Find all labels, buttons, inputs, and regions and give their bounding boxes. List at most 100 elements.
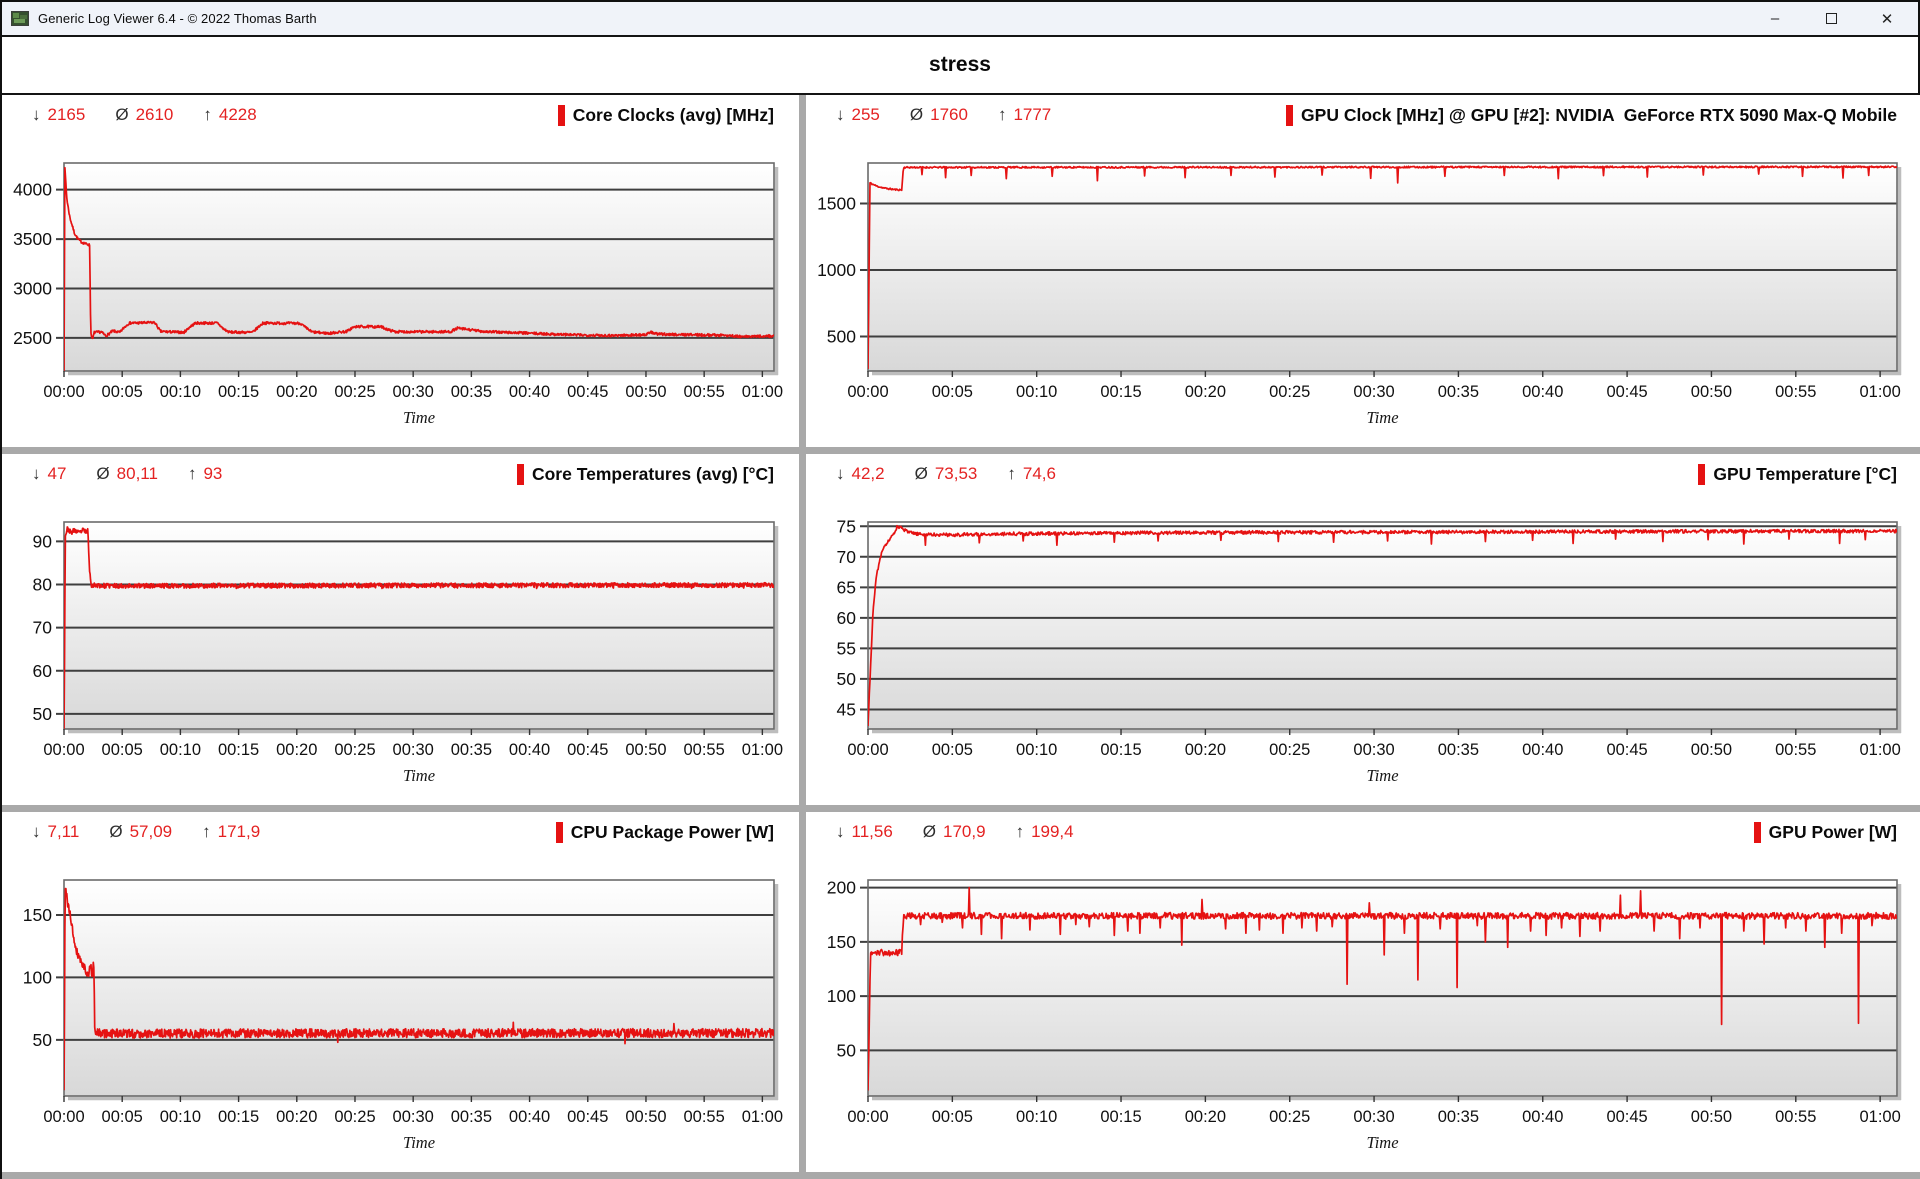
svg-text:00:15: 00:15 [1100,383,1141,401]
svg-text:50: 50 [33,704,53,724]
svg-text:00:55: 00:55 [684,383,725,401]
maximize-icon [1825,13,1837,24]
down-arrow-icon: ↓ [32,822,41,841]
svg-text:01:00: 01:00 [1859,1108,1900,1126]
svg-text:1500: 1500 [817,194,856,214]
svg-text:60: 60 [33,661,53,681]
svg-text:200: 200 [827,878,856,898]
chart-canvas[interactable]: 50 100 150 200 00:00 00:05 00:10 00:15 00:20 00:2… [806,852,1920,1172]
app-icon [11,11,29,26]
svg-text:00:30: 00:30 [393,383,434,401]
svg-text:00:30: 00:30 [1353,741,1394,759]
svg-text:50: 50 [837,669,857,689]
svg-text:00:20: 00:20 [276,1108,317,1126]
max-stat: ↑ 199,4 [1015,822,1074,841]
svg-text:00:35: 00:35 [1438,383,1479,401]
chart-panel-cpu-package-power: ↓ 7,11 Ø 57,09 ↑ 171,9 CPU Package Power [W… [2,812,799,1172]
svg-text:00:15: 00:15 [1100,1108,1141,1126]
svg-text:00:25: 00:25 [1269,1108,1310,1126]
svg-text:4000: 4000 [13,180,52,200]
svg-text:00:50: 00:50 [1691,1108,1732,1126]
svg-text:00:50: 00:50 [1691,383,1732,401]
svg-text:00:45: 00:45 [1606,1108,1647,1126]
average-icon: Ø [922,822,937,841]
legend: Core Temperatures (avg) [°C] [516,454,774,494]
legend-marker-icon [1698,463,1706,485]
vertical-divider [799,812,806,1172]
svg-text:Time: Time [403,766,435,785]
svg-text:45: 45 [837,699,856,719]
chart-panel-core-clocks: ↓ 2165 Ø 2610 ↑ 4228 Core Clocks (avg) [MHz… [2,95,799,447]
svg-text:01:00: 01:00 [742,741,783,759]
svg-text:60: 60 [837,608,857,628]
chart-canvas[interactable]: 50 100 150 00:00 00:05 00:10 00:15 00:20 00:25 00… [2,852,799,1172]
page-title: stress [929,53,991,76]
svg-text:50: 50 [33,1030,53,1050]
down-arrow-icon: ↓ [836,822,845,841]
svg-text:00:10: 00:10 [1016,1108,1057,1126]
titlebar[interactable]: Generic Log Viewer 6.4 - © 2022 Thomas B… [2,2,1918,37]
svg-text:00:05: 00:05 [102,1108,143,1126]
vertical-divider [799,454,806,805]
svg-text:00:25: 00:25 [334,383,375,401]
svg-text:00:00: 00:00 [43,383,84,401]
min-stat: ↓ 255 [836,105,880,124]
legend-label: Core Temperatures (avg) [°C] [531,463,774,484]
svg-text:150: 150 [827,932,856,952]
svg-text:00:00: 00:00 [43,1108,84,1126]
avg-stat: Ø 170,9 [922,822,986,841]
min-stat: ↓ 2165 [32,105,86,124]
svg-text:00:30: 00:30 [1353,383,1394,401]
svg-text:00:00: 00:00 [43,741,84,759]
up-arrow-icon: ↑ [1015,822,1025,841]
svg-text:00:05: 00:05 [932,1108,973,1126]
svg-text:00:35: 00:35 [1438,741,1479,759]
chart-canvas[interactable]: 500 1000 1500 00:00 00:05 00:10 00:15 00:20 00:2… [806,135,1920,447]
svg-text:00:10: 00:10 [160,741,201,759]
svg-text:90: 90 [33,531,53,551]
svg-text:500: 500 [827,326,856,346]
stats-row: ↓ 11,56 Ø 170,9 ↑ 199,4 GPU Power [W] [806,812,1920,852]
svg-text:00:25: 00:25 [1269,383,1310,401]
svg-text:00:40: 00:40 [1522,741,1563,759]
minimize-button[interactable]: – [1770,10,1780,27]
svg-text:1000: 1000 [817,260,856,280]
svg-text:00:20: 00:20 [276,741,317,759]
svg-text:65: 65 [837,577,856,597]
legend-marker-icon [555,821,563,843]
chart-canvas[interactable]: 2500 3000 3500 4000 00:00 00:05 00:10 00:15 00:2… [2,135,799,447]
window-title: Generic Log Viewer 6.4 - © 2022 Thomas B… [38,11,317,26]
svg-text:50: 50 [837,1040,857,1060]
legend-marker-icon [516,463,524,485]
svg-text:00:15: 00:15 [218,741,259,759]
legend-marker-icon [1286,104,1294,126]
svg-text:00:55: 00:55 [684,741,725,759]
svg-text:00:10: 00:10 [160,383,201,401]
average-icon: Ø [115,105,129,124]
maximize-button[interactable] [1808,4,1854,34]
horizontal-divider [2,805,1920,812]
svg-text:00:10: 00:10 [1016,383,1057,401]
svg-text:00:50: 00:50 [625,383,666,401]
min-stat: ↓ 11,56 [836,822,893,841]
chart-canvas[interactable]: 50 60 70 80 90 00:00 00:05 00:10 00:15 00:20 00:25… [2,494,799,805]
avg-stat: Ø 80,11 [96,464,158,483]
svg-text:00:00: 00:00 [847,1108,888,1126]
svg-text:00:00: 00:00 [847,383,888,401]
up-arrow-icon: ↑ [1007,464,1016,483]
svg-text:00:45: 00:45 [1606,741,1647,759]
svg-text:00:40: 00:40 [1522,383,1563,401]
svg-text:00:30: 00:30 [393,741,434,759]
svg-text:00:25: 00:25 [334,1108,375,1126]
close-button[interactable]: ✕ [1880,10,1894,28]
max-stat: ↑ 1777 [997,105,1052,124]
svg-text:00:15: 00:15 [218,383,259,401]
chart-canvas[interactable]: 45 50 55 60 65 70 75 00:00 00:05 00:10 00:15 00:20 0… [806,494,1920,805]
svg-text:00:20: 00:20 [1185,741,1226,759]
svg-text:00:35: 00:35 [451,741,492,759]
legend-label: GPU Clock [MHz] @ GPU [#2]: NVIDIA GeFor… [1301,104,1897,125]
svg-text:00:40: 00:40 [509,1108,550,1126]
legend-marker-icon [1753,821,1761,843]
svg-text:100: 100 [827,986,856,1006]
avg-stat: Ø 57,09 [109,822,173,841]
